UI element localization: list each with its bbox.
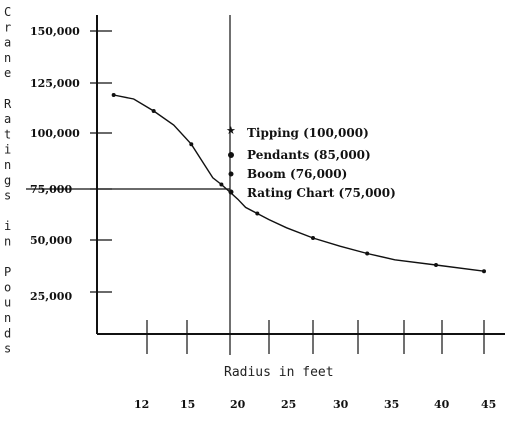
y-axis-label-char: s: [4, 189, 11, 203]
annotation-boom: Boom (76,000): [247, 167, 347, 181]
y-axis-label-char: s: [4, 342, 11, 356]
y-axis-label-char: g: [4, 173, 11, 187]
y-axis-label-char: i: [4, 219, 11, 233]
y-axis-label-char: P: [4, 265, 11, 279]
y-axis-label-char: u: [4, 296, 11, 310]
y-axis-label-char: n: [4, 235, 11, 249]
y-tick-label: 125,000: [30, 77, 80, 90]
y-axis-label-char: t: [4, 127, 11, 141]
x-tick-marks: [146, 320, 485, 354]
dot-marker: [228, 171, 234, 177]
x-tick-label: 35: [384, 398, 399, 411]
y-tick-label: 75,000: [30, 183, 72, 196]
y-tick-label: 100,000: [30, 127, 80, 140]
y-axis-label-char: a: [4, 36, 11, 50]
star-marker: ★: [226, 125, 236, 137]
y-axis-label-char: d: [4, 326, 11, 340]
x-tick-label: 45: [481, 398, 496, 411]
y-tick-label: 50,000: [30, 234, 72, 247]
x-tick-label: 20: [230, 398, 246, 411]
annotation-rating-chart: Rating Chart (75,000): [247, 186, 396, 200]
y-tick-label: 150,000: [30, 25, 80, 38]
series-point: [482, 269, 486, 274]
y-axis-label-char: r: [4, 20, 11, 34]
x-tick-label: 12: [134, 398, 149, 411]
series-line: [113, 94, 485, 272]
y-axis-label-char: o: [4, 280, 11, 294]
series-point: [365, 251, 370, 256]
x-axis-label: Radius in feet: [224, 365, 334, 380]
series-point: [219, 182, 224, 187]
y-axis-label-char: n: [4, 311, 11, 325]
y-axis-label-char: e: [4, 66, 11, 80]
y-axis-label-char: R: [4, 97, 12, 111]
y-axis-label-char: C: [4, 5, 11, 19]
annotation-markers: ★: [226, 125, 236, 195]
series-point: [255, 211, 260, 216]
y-tick-marks: [90, 30, 112, 293]
series-point: [311, 235, 315, 240]
series-point: [434, 262, 438, 267]
y-axis-label-char: i: [4, 143, 11, 157]
x-tick-label: 25: [281, 398, 296, 411]
series-point: [189, 142, 194, 147]
x-tick-label: 30: [333, 398, 349, 411]
y-axis-label-char: n: [4, 51, 11, 65]
x-tick-label: 40: [434, 398, 450, 411]
y-axis-label-char: n: [4, 158, 11, 172]
series-point: [111, 93, 116, 97]
y-axis-label-char: a: [4, 112, 11, 126]
series-points: [111, 93, 486, 274]
dot-marker: [228, 152, 234, 158]
annotation-pendants: Pendants (85,000): [247, 148, 371, 162]
dot-marker: [228, 189, 234, 195]
y-tick-label: 25,000: [30, 290, 72, 303]
annotation-tipping: Tipping (100,000): [247, 126, 369, 140]
series-point: [151, 109, 156, 113]
x-tick-label: 15: [180, 398, 195, 411]
